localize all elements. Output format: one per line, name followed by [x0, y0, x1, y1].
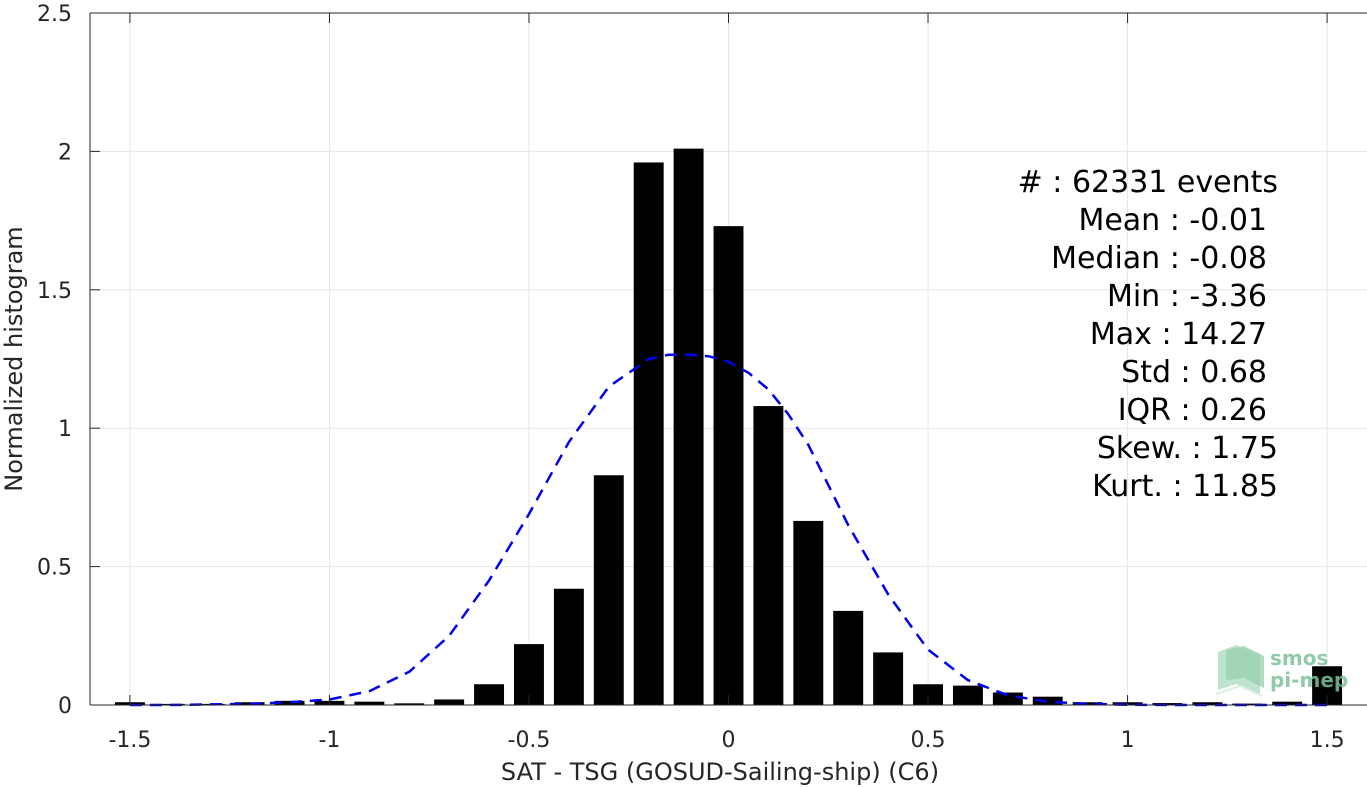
x-tick-label: 0	[722, 728, 736, 753]
histogram-bar	[1032, 696, 1063, 705]
stat-line: Skew. : 1.75	[1097, 431, 1278, 466]
y-tick-label: 1	[58, 417, 72, 442]
stat-line: IQR : 0.26	[1118, 393, 1267, 428]
y-tick-labels: 0 0.5 1 1.5 2 2.5	[37, 2, 72, 719]
x-tick-label: -0.5	[508, 728, 551, 753]
x-tick-label: 1.5	[1310, 728, 1345, 753]
x-tick-label: 1	[1121, 728, 1135, 753]
histogram-bar	[633, 162, 664, 706]
histogram-bar	[673, 148, 704, 705]
histogram-bar	[833, 610, 864, 705]
histogram-bar	[394, 703, 425, 705]
y-axis-label: Normalized histogram	[0, 226, 28, 491]
normal-fit-curve	[129, 353, 1328, 707]
histogram-bar	[1072, 702, 1103, 705]
y-tick-label: 0	[58, 694, 72, 719]
x-axis-label: SAT - TSG (GOSUD-Sailing-ship) (C6)	[501, 758, 939, 786]
stat-line: Std : 0.68	[1121, 355, 1267, 390]
axes	[89, 12, 1367, 706]
stat-line: Max : 14.27	[1090, 317, 1267, 352]
y-tick-label: 2.5	[37, 2, 72, 27]
y-tick-label: 0.5	[37, 556, 72, 581]
logo-icon	[1215, 645, 1264, 697]
histogram-bar	[713, 226, 744, 706]
y-tick-label: 1.5	[37, 279, 72, 304]
histogram-bar	[1272, 701, 1303, 705]
histogram-bar	[873, 652, 904, 705]
histogram-bar	[753, 406, 784, 705]
smos-pimep-logo: smos pi-mep	[1215, 645, 1348, 697]
stat-line: Min : -3.36	[1107, 279, 1267, 314]
x-tick-label: -1	[318, 728, 340, 753]
histogram-bar	[1192, 702, 1223, 705]
histogram-bar	[194, 703, 225, 705]
histogram-bar	[1152, 703, 1183, 705]
histogram-bar	[793, 520, 824, 705]
histogram-bar	[593, 475, 624, 705]
histogram-bar	[474, 684, 505, 705]
x-tick-label: -1.5	[108, 728, 151, 753]
histogram-bar	[274, 700, 305, 705]
x-tick-labels: -1.5 -1 -0.5 0 0.5 1 1.5	[108, 728, 1344, 753]
histogram-bar	[514, 644, 544, 705]
histogram-bar	[553, 588, 584, 705]
histogram-bar	[913, 684, 943, 705]
y-tick-label: 2	[58, 140, 72, 165]
histogram-bar	[434, 699, 465, 705]
stat-line: Kurt. : 11.85	[1092, 469, 1278, 504]
histogram-bar	[354, 701, 385, 705]
histogram-bar	[952, 685, 983, 705]
x-tick-label: 0.5	[911, 728, 946, 753]
stat-line: # : 62331 events	[1018, 165, 1278, 200]
logo-line-1: smos	[1270, 646, 1328, 670]
histogram-bar	[154, 703, 185, 705]
histogram-bars	[114, 148, 1343, 706]
logo-line-2: pi-mep	[1270, 668, 1348, 692]
histogram-bar	[1232, 703, 1263, 705]
histogram-bar	[992, 692, 1023, 705]
stat-line: Median : -0.08	[1051, 241, 1267, 276]
histogram-bar	[234, 702, 265, 705]
stat-line: Mean : -0.01	[1078, 203, 1267, 238]
